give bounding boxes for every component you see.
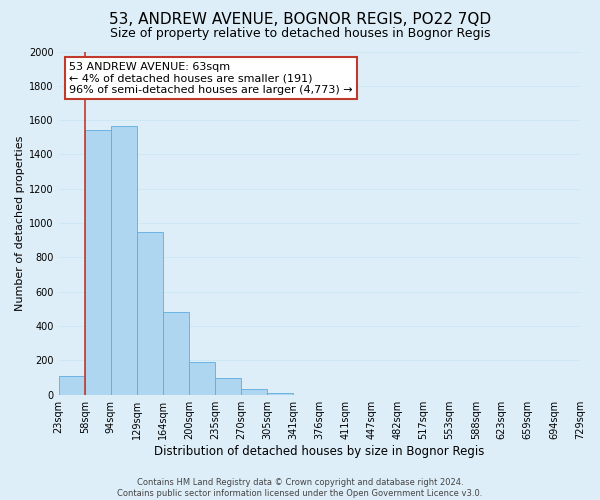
Text: 53 ANDREW AVENUE: 63sqm
← 4% of detached houses are smaller (191)
96% of semi-de: 53 ANDREW AVENUE: 63sqm ← 4% of detached…	[69, 62, 353, 95]
X-axis label: Distribution of detached houses by size in Bognor Regis: Distribution of detached houses by size …	[154, 444, 485, 458]
Bar	[189, 362, 215, 394]
Bar	[215, 378, 241, 394]
Bar	[241, 388, 267, 394]
Bar	[163, 312, 189, 394]
Bar	[137, 232, 163, 394]
Text: 53, ANDREW AVENUE, BOGNOR REGIS, PO22 7QD: 53, ANDREW AVENUE, BOGNOR REGIS, PO22 7Q…	[109, 12, 491, 28]
Text: Size of property relative to detached houses in Bognor Regis: Size of property relative to detached ho…	[110, 28, 490, 40]
Bar	[59, 376, 85, 394]
Text: Contains HM Land Registry data © Crown copyright and database right 2024.
Contai: Contains HM Land Registry data © Crown c…	[118, 478, 482, 498]
Bar	[267, 393, 293, 394]
Bar	[111, 126, 137, 394]
Y-axis label: Number of detached properties: Number of detached properties	[15, 136, 25, 311]
Bar	[85, 130, 111, 394]
